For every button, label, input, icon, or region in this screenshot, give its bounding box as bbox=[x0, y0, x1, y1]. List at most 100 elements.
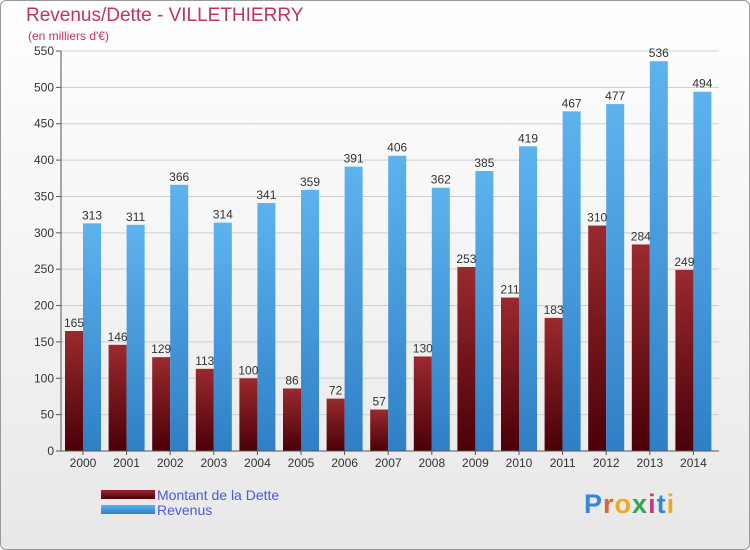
x-tick-label: 2012 bbox=[593, 456, 620, 470]
brand-letter: r bbox=[603, 489, 615, 519]
y-tick-label: 200 bbox=[34, 299, 54, 313]
data-label-revenus: 359 bbox=[300, 175, 320, 189]
data-label-revenus: 366 bbox=[169, 170, 189, 184]
y-tick-label: 150 bbox=[34, 335, 54, 349]
x-tick-label: 2005 bbox=[288, 456, 315, 470]
bar-dette bbox=[283, 388, 301, 451]
data-label-dette: 57 bbox=[373, 395, 387, 409]
data-label-dette: 211 bbox=[500, 283, 519, 297]
data-label-dette: 100 bbox=[238, 363, 258, 377]
bar-revenus bbox=[475, 171, 494, 451]
legend: Montant de la Dette Revenus bbox=[101, 486, 280, 518]
bar-dette bbox=[195, 368, 214, 451]
brand-letter: t bbox=[656, 489, 667, 519]
bar-revenus bbox=[301, 189, 319, 451]
x-tick-label: 2003 bbox=[200, 456, 227, 470]
data-label-revenus: 477 bbox=[605, 89, 625, 103]
data-label-revenus: 313 bbox=[82, 208, 102, 222]
data-label-revenus: 419 bbox=[518, 131, 538, 145]
x-tick-label: 2004 bbox=[244, 456, 271, 470]
bar-revenus bbox=[344, 166, 363, 452]
x-tick-label: 2007 bbox=[375, 456, 402, 470]
proxiti-logo: Proxiti bbox=[584, 489, 675, 520]
bar-revenus bbox=[170, 184, 189, 451]
bar-revenus bbox=[562, 111, 581, 451]
x-tick-label: 2011 bbox=[550, 456, 576, 470]
data-labels: 165 313 146 311 129 366 113 314 100 341 86 359 72 391… bbox=[64, 46, 713, 408]
x-tick-label: 2006 bbox=[331, 456, 358, 470]
data-label-dette: 113 bbox=[195, 354, 214, 368]
bar-dette bbox=[152, 357, 171, 451]
data-label-revenus: 341 bbox=[256, 188, 276, 202]
bar-revenus bbox=[519, 146, 537, 452]
chart-subtitle: (en milliers d'€) bbox=[28, 29, 109, 43]
legend-swatch-revenus bbox=[101, 505, 155, 514]
legend-label-revenus: Revenus bbox=[157, 501, 213, 518]
y-tick-label: 50 bbox=[41, 408, 55, 422]
bar-dette bbox=[108, 344, 127, 451]
bar-dette bbox=[413, 356, 432, 451]
bar-revenus bbox=[126, 224, 145, 451]
data-label-revenus: 406 bbox=[387, 141, 407, 155]
data-label-dette: 253 bbox=[456, 252, 476, 266]
y-tick-label: 0 bbox=[47, 444, 54, 458]
bar-dette bbox=[588, 225, 607, 451]
data-label-dette: 146 bbox=[108, 330, 128, 344]
y-tick-label: 550 bbox=[34, 44, 54, 58]
brand-letter: P bbox=[584, 489, 604, 519]
bar-dette bbox=[370, 409, 389, 451]
bar-revenus bbox=[257, 203, 276, 451]
bar-revenus bbox=[606, 104, 625, 451]
data-label-revenus: 467 bbox=[562, 96, 582, 110]
bar-dette bbox=[239, 378, 258, 451]
legend-item-dette: Montant de la Dette bbox=[101, 486, 280, 503]
data-label-dette: 310 bbox=[587, 211, 607, 225]
y-tick-label: 400 bbox=[34, 153, 54, 167]
data-label-dette: 129 bbox=[151, 342, 171, 356]
bar-dette bbox=[675, 269, 694, 451]
bar-dette bbox=[544, 317, 563, 451]
data-label-revenus: 362 bbox=[431, 173, 451, 187]
x-tick-label: 2000 bbox=[70, 456, 97, 470]
y-tick-label: 450 bbox=[34, 117, 54, 131]
x-tick-label: 2002 bbox=[157, 456, 184, 470]
x-tick-label: 2009 bbox=[462, 456, 489, 470]
data-label-dette: 72 bbox=[329, 384, 343, 398]
bar-revenus bbox=[649, 61, 668, 451]
y-tick-label: 250 bbox=[34, 262, 54, 276]
legend-label-dette: Montant de la Dette bbox=[157, 486, 280, 503]
data-label-revenus: 311 bbox=[126, 210, 145, 224]
brand-letter: i bbox=[648, 489, 657, 519]
y-tick-label: 300 bbox=[34, 226, 54, 240]
y-tick-label: 500 bbox=[34, 80, 54, 94]
data-label-dette: 183 bbox=[544, 303, 564, 317]
data-label-dette: 86 bbox=[285, 373, 299, 387]
x-tick-label: 2001 bbox=[113, 456, 140, 470]
legend-swatch-dette bbox=[101, 490, 155, 499]
brand-letter: o bbox=[614, 489, 633, 519]
x-tick-label: 2013 bbox=[636, 456, 663, 470]
brand-letter: i bbox=[666, 489, 676, 519]
data-label-revenus: 494 bbox=[692, 77, 712, 91]
y-tick-label: 350 bbox=[34, 189, 54, 203]
bar-dette bbox=[501, 297, 519, 451]
bar-revenus bbox=[388, 155, 407, 451]
bar-revenus bbox=[213, 222, 232, 451]
x-tick-label: 2010 bbox=[506, 456, 533, 470]
legend-item-revenus: Revenus bbox=[101, 501, 279, 518]
data-label-revenus: 536 bbox=[649, 46, 669, 60]
data-label-dette: 284 bbox=[631, 229, 651, 243]
data-label-revenus: 385 bbox=[474, 156, 494, 170]
y-tick-label: 100 bbox=[34, 371, 54, 385]
data-label-dette: 249 bbox=[674, 255, 694, 269]
x-tick-label: 2014 bbox=[680, 456, 707, 470]
brand-letter: x bbox=[632, 489, 649, 519]
data-label-dette: 130 bbox=[413, 341, 433, 355]
bar-dette bbox=[457, 267, 476, 451]
bars bbox=[65, 61, 712, 452]
data-label-revenus: 391 bbox=[344, 152, 364, 166]
bar-revenus bbox=[431, 187, 450, 451]
bar-dette bbox=[326, 398, 345, 451]
